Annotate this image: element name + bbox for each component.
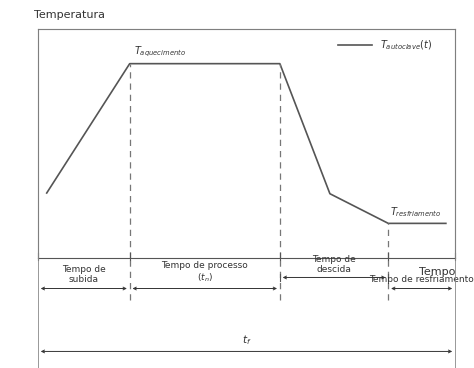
Text: Temperatura: Temperatura — [34, 10, 105, 20]
Text: Tempo: Tempo — [419, 267, 455, 277]
Text: Tempo de
descida: Tempo de descida — [312, 255, 356, 274]
Text: $T_{resfriamento}$: $T_{resfriamento}$ — [391, 205, 442, 219]
Text: Tempo de resfriamento: Tempo de resfriamento — [369, 275, 474, 284]
Text: $T_{aquecimento}$: $T_{aquecimento}$ — [134, 45, 186, 59]
Text: Tempo de processo
($t_n$): Tempo de processo ($t_n$) — [161, 261, 248, 284]
Text: $T_{autoclave}(t)$: $T_{autoclave}(t)$ — [380, 39, 432, 52]
Text: $t_f$: $t_f$ — [242, 333, 251, 347]
Text: Tempo de
subida: Tempo de subida — [62, 265, 106, 284]
